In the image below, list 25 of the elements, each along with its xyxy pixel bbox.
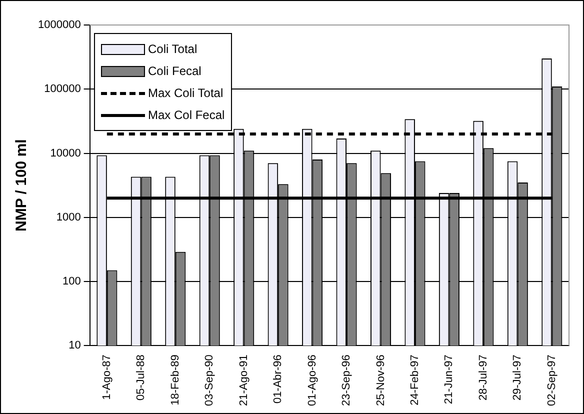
legend-label: Coli Fecal — [148, 64, 202, 78]
x-tick-label: 29-Jul-97 — [512, 354, 524, 400]
x-tick-label: 28-Jul-97 — [477, 354, 490, 400]
x-tick-label: 01-Abr-96 — [272, 354, 284, 404]
legend-label: Coli Total — [148, 42, 198, 56]
x-tick-label: 02-Sep-97 — [546, 354, 558, 406]
y-tick-label: 100000 — [44, 83, 81, 96]
y-tick-label: 10000 — [50, 147, 81, 160]
x-tick-label: 1-Ago-87 — [100, 354, 113, 400]
y-tick-label: 1000 — [56, 211, 81, 224]
y-axis-title: NMP / 100 ml — [13, 139, 30, 232]
x-tick-label: 05-Jul-88 — [135, 354, 148, 400]
legend-label: Max Coli Total — [148, 86, 224, 100]
x-tick-label: 01-Ago-96 — [306, 354, 318, 406]
x-tick-label: 03-Sep-90 — [204, 354, 216, 406]
x-tick-label: 21-Ago-91 — [238, 354, 250, 406]
x-tick-label: 21-Jun-97 — [443, 354, 456, 404]
x-tick-label: 18-Feb-89 — [169, 354, 182, 406]
x-tick-label: 23-Sep-96 — [340, 354, 353, 406]
y-tick-label: 1000000 — [38, 19, 81, 32]
x-tick-label: 24-Feb-97 — [409, 354, 422, 406]
x-tick-label: 25-Nov-96 — [374, 354, 387, 406]
y-tick-label: 100 — [62, 276, 81, 288]
y-tick-label: 10 — [68, 340, 81, 352]
legend-label: Max Col Fecal — [148, 108, 225, 122]
